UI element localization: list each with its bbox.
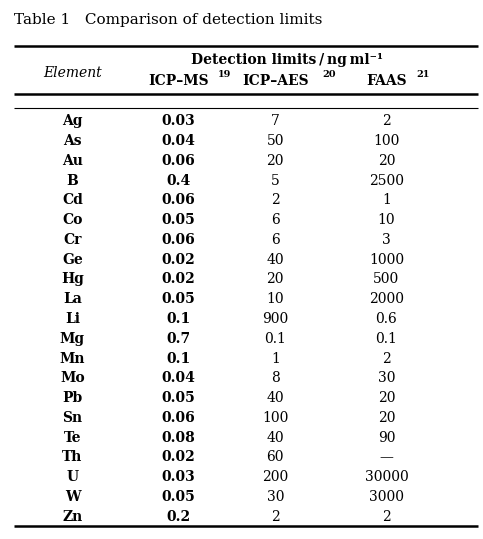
Text: 0.06: 0.06: [162, 194, 196, 208]
Text: 0.4: 0.4: [167, 174, 191, 188]
Text: 0.06: 0.06: [162, 411, 196, 425]
Text: Sn: Sn: [62, 411, 83, 425]
Text: ICP–MS: ICP–MS: [148, 74, 209, 88]
Text: 0.1: 0.1: [167, 351, 191, 365]
Text: 30: 30: [267, 490, 284, 504]
Text: Element: Element: [43, 66, 102, 80]
Text: 30000: 30000: [365, 470, 408, 484]
Text: Co: Co: [62, 213, 83, 227]
Text: 0.08: 0.08: [162, 431, 196, 445]
Text: 1000: 1000: [369, 253, 404, 267]
Text: Detection limits / ng ml⁻¹: Detection limits / ng ml⁻¹: [191, 53, 384, 67]
Text: Mg: Mg: [60, 332, 85, 345]
Text: 10: 10: [267, 292, 284, 306]
Text: 2: 2: [382, 510, 391, 523]
Text: 0.05: 0.05: [162, 292, 196, 306]
Text: 2000: 2000: [369, 292, 404, 306]
Text: Cd: Cd: [62, 194, 83, 208]
Text: 0.03: 0.03: [162, 114, 196, 128]
Text: Mo: Mo: [60, 371, 85, 385]
Text: 0.06: 0.06: [162, 233, 196, 247]
Text: Te: Te: [64, 431, 81, 445]
Text: W: W: [65, 490, 80, 504]
Text: 0.06: 0.06: [162, 154, 196, 168]
Text: 0.1: 0.1: [264, 332, 286, 345]
Text: 20: 20: [378, 411, 395, 425]
Text: 0.05: 0.05: [162, 391, 196, 405]
Text: Ge: Ge: [62, 253, 83, 267]
Text: 40: 40: [267, 253, 284, 267]
Text: 6: 6: [271, 213, 280, 227]
Text: 0.02: 0.02: [162, 451, 196, 464]
Text: 2: 2: [271, 510, 280, 523]
Text: 1: 1: [271, 351, 280, 365]
Text: Cr: Cr: [63, 233, 82, 247]
Text: 2: 2: [382, 114, 391, 128]
Text: 40: 40: [267, 431, 284, 445]
Text: 40: 40: [267, 391, 284, 405]
Text: Au: Au: [62, 154, 83, 168]
Text: 0.05: 0.05: [162, 213, 196, 227]
Text: 0.04: 0.04: [162, 134, 196, 148]
Text: Zn: Zn: [62, 510, 83, 523]
Text: 20: 20: [267, 154, 284, 168]
Text: Hg: Hg: [61, 273, 84, 286]
Text: 0.1: 0.1: [167, 312, 191, 326]
Text: 0.6: 0.6: [375, 312, 398, 326]
Text: ICP–AES: ICP–AES: [242, 74, 309, 88]
Text: 900: 900: [262, 312, 288, 326]
Text: Table 1   Comparison of detection limits: Table 1 Comparison of detection limits: [14, 13, 323, 27]
Text: 2: 2: [271, 194, 280, 208]
Text: 5: 5: [271, 174, 280, 188]
Text: As: As: [63, 134, 82, 148]
Text: 1: 1: [382, 194, 391, 208]
Text: 90: 90: [378, 431, 395, 445]
Text: 100: 100: [373, 134, 399, 148]
Text: 10: 10: [378, 213, 395, 227]
Text: 20: 20: [267, 273, 284, 286]
Text: 0.05: 0.05: [162, 490, 196, 504]
Text: FAAS: FAAS: [366, 74, 407, 88]
Text: 60: 60: [267, 451, 284, 464]
Text: Pb: Pb: [62, 391, 83, 405]
Text: 500: 500: [373, 273, 399, 286]
Text: 30: 30: [378, 371, 395, 385]
Text: 0.02: 0.02: [162, 273, 196, 286]
Text: Th: Th: [62, 451, 83, 464]
Text: 0.04: 0.04: [162, 371, 196, 385]
Text: Ag: Ag: [62, 114, 83, 128]
Text: 2500: 2500: [369, 174, 404, 188]
Text: 200: 200: [262, 470, 288, 484]
Text: U: U: [66, 470, 79, 484]
Text: 0.03: 0.03: [162, 470, 196, 484]
Text: 100: 100: [262, 411, 288, 425]
Text: 0.7: 0.7: [167, 332, 191, 345]
Text: 0.02: 0.02: [162, 253, 196, 267]
Text: 0.1: 0.1: [375, 332, 398, 345]
Text: —: —: [380, 451, 393, 464]
Text: 6: 6: [271, 233, 280, 247]
Text: 3000: 3000: [369, 490, 404, 504]
Text: 3: 3: [382, 233, 391, 247]
Text: 19: 19: [218, 70, 232, 79]
Text: 2: 2: [382, 351, 391, 365]
Text: 7: 7: [271, 114, 280, 128]
Text: Mn: Mn: [60, 351, 85, 365]
Text: 21: 21: [416, 70, 430, 79]
Text: 50: 50: [267, 134, 284, 148]
Text: 0.2: 0.2: [167, 510, 191, 523]
Text: 20: 20: [322, 70, 336, 79]
Text: La: La: [63, 292, 82, 306]
Text: 20: 20: [378, 391, 395, 405]
Text: B: B: [67, 174, 78, 188]
Text: Li: Li: [65, 312, 80, 326]
Text: 8: 8: [271, 371, 280, 385]
Text: 20: 20: [378, 154, 395, 168]
